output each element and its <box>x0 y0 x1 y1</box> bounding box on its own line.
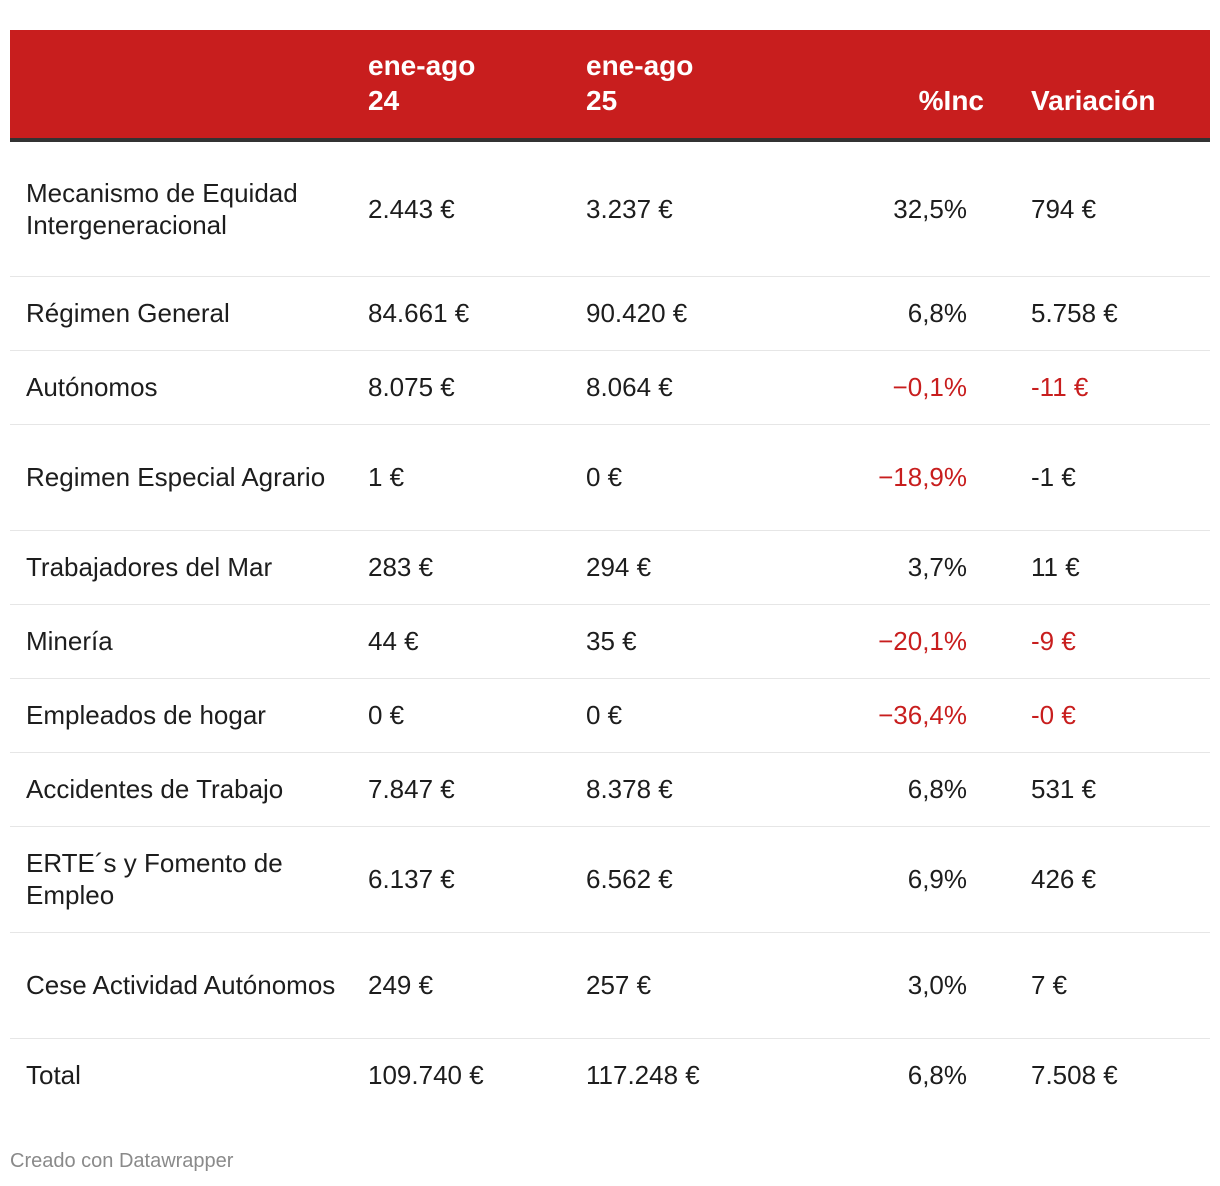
header-col2-line1: ene-ago <box>586 50 694 81</box>
table-row: Regimen Especial Agrario 1 €0 € −18,9% -1 € <box>10 424 1210 531</box>
table-header: ene-ago 24 ene-ago 25 %Inc Variación <box>10 30 1210 140</box>
data-table-container: ene-ago 24 ene-ago 25 %Inc Variación Mecan… <box>10 30 1210 1112</box>
table-body: Mecanismo de Equidad Intergeneracional 2.… <box>10 140 1210 1112</box>
cell-inc: 3,7% <box>788 530 1000 605</box>
header-row: ene-ago 24 ene-ago 25 %Inc Variación <box>10 30 1210 140</box>
table-row: Mecanismo de Equidad Intergeneracional 2.… <box>10 140 1210 277</box>
row-label: Trabajadores del Mar <box>10 530 352 605</box>
cell-ene-ago-25: 6.562 € <box>570 826 788 933</box>
table-row: Empleados de hogar 0 €0 € −36,4% -0 € <box>10 678 1210 753</box>
cell-inc: −20,1% <box>788 604 1000 679</box>
cell-inc: −0,1% <box>788 350 1000 425</box>
cell-variacion: 794 € <box>1000 140 1210 277</box>
table-row: Accidentes de Trabajo 7.847 €8.378 €6,8% 5… <box>10 752 1210 827</box>
table-row: Total 109.740 € 117.248 € 6,8% 7.508 € <box>10 1038 1210 1112</box>
cell-inc: 6,8% <box>788 276 1000 351</box>
row-label: ERTE´s y Fomento de Empleo <box>10 826 352 933</box>
cell-inc: 6,8% <box>907 1060 967 1091</box>
table-row: Autónomos 8.075 €8.064 € −0,1% -11 € <box>10 350 1210 425</box>
cell-ene-ago-24: 44 € <box>352 604 570 679</box>
cell-variacion: 426 € <box>1000 826 1210 933</box>
row-label: Régimen General <box>10 276 352 351</box>
cell-ene-ago-25: 0 € <box>570 424 788 531</box>
header-col1-line1: ene-ago <box>368 50 476 81</box>
table-row: Régimen General 84.661 €90.420 €6,8% 5.758… <box>10 276 1210 351</box>
table-row: Minería 44 €35 € −20,1% -9 € <box>10 604 1210 679</box>
footer-credit: Creado con Datawrapper <box>10 1150 234 1172</box>
row-label: Cese Actividad Autónomos <box>10 932 352 1039</box>
cell-ene-ago-25: 8.378 € <box>570 752 788 827</box>
cell-variacion: 11 € <box>1000 530 1210 605</box>
cell-ene-ago-25: 8.064 € <box>570 350 788 425</box>
cell-inc: 6,9% <box>788 826 1000 933</box>
cell-variacion: -11 € <box>1000 350 1210 425</box>
cell-ene-ago-24: 8.075 € <box>352 350 570 425</box>
cell-variacion: 7.508 € <box>1031 1060 1118 1091</box>
row-label: Accidentes de Trabajo <box>10 752 352 827</box>
cell-ene-ago-24: 249 € <box>352 932 570 1039</box>
cell-ene-ago-24: 1 € <box>352 424 570 531</box>
cell-ene-ago-25: 294 € <box>570 530 788 605</box>
cell-variacion: 531 € <box>1000 752 1210 827</box>
cell-variacion: -9 € <box>1000 604 1210 679</box>
cell-ene-ago-24: 84.661 € <box>352 276 570 351</box>
row-label: Regimen Especial Agrario <box>10 424 352 531</box>
cell-variacion: -1 € <box>1000 424 1210 531</box>
row-label: Empleados de hogar <box>10 678 352 753</box>
data-table: ene-ago 24 ene-ago 25 %Inc Variación Mecan… <box>10 30 1210 1112</box>
cell-ene-ago-24: 283 € <box>352 530 570 605</box>
cell-ene-ago-24: 6.137 € <box>352 826 570 933</box>
header-col2-line2: 25 <box>586 85 618 116</box>
header-ene-ago-24[interactable]: ene-ago 24 <box>352 30 570 140</box>
cell-ene-ago-25: 257 € <box>570 932 788 1039</box>
header-label-col[interactable] <box>10 30 352 140</box>
cell-variacion: 5.758 € <box>1000 276 1210 351</box>
table-row: ERTE´s y Fomento de Empleo 6.137 €6.562 €… <box>10 826 1210 933</box>
cell-ene-ago-25: 117.248 € <box>586 1060 700 1091</box>
cell-ene-ago-25: 90.420 € <box>570 276 788 351</box>
cell-ene-ago-25: 0 € <box>570 678 788 753</box>
header-inc[interactable]: %Inc <box>788 30 1000 140</box>
cell-inc: −36,4% <box>788 678 1000 753</box>
cell-variacion: -0 € <box>1000 678 1210 753</box>
cell-ene-ago-25: 35 € <box>570 604 788 679</box>
row-label: Mecanismo de Equidad Intergeneracional <box>10 140 352 277</box>
header-ene-ago-25[interactable]: ene-ago 25 <box>570 30 788 140</box>
cell-inc: 6,8% <box>788 752 1000 827</box>
cell-ene-ago-24: 2.443 € <box>352 140 570 277</box>
cell-variacion: 7 € <box>1000 932 1210 1039</box>
row-label: Autónomos <box>10 350 352 425</box>
cell-ene-ago-24: 0 € <box>352 678 570 753</box>
table-row: Cese Actividad Autónomos 249 €257 €3,0% 7 … <box>10 932 1210 1039</box>
cell-ene-ago-24: 7.847 € <box>352 752 570 827</box>
cell-ene-ago-24: 109.740 € <box>368 1060 484 1091</box>
cell-inc: 3,0% <box>788 932 1000 1039</box>
row-label: Minería <box>10 604 352 679</box>
header-col1-line2: 24 <box>368 85 400 116</box>
cell-inc: −18,9% <box>788 424 1000 531</box>
cell-ene-ago-25: 3.237 € <box>570 140 788 277</box>
header-variacion[interactable]: Variación <box>1000 30 1210 140</box>
row-label: Total <box>26 1060 81 1091</box>
table-row: Trabajadores del Mar 283 €294 €3,7% 11 € <box>10 530 1210 605</box>
cell-inc: 32,5% <box>788 140 1000 277</box>
